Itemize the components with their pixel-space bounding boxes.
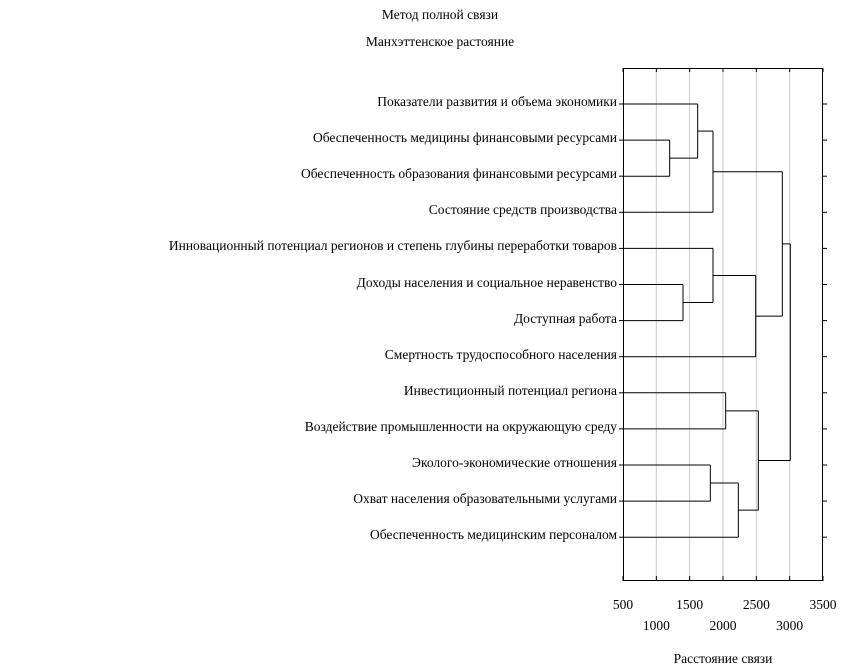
leaf-label: Смертность трудоспособного населения: [384, 346, 617, 362]
leaf-label: Инвестиционный потенциал региона: [403, 382, 617, 398]
leaf-label: Охват населения образовательными услугам…: [353, 491, 617, 507]
leaf-label: Обеспеченность медицинским персоналом: [369, 527, 617, 543]
x-tick-label: 3000: [776, 618, 804, 633]
x-tick-label: 500: [612, 597, 634, 612]
x-tick-label: 1500: [676, 597, 704, 612]
x-axis-label: Расстояние связи: [673, 651, 773, 666]
leaf-label: Инновационный потенциал регионов и степе…: [168, 238, 617, 254]
chart-title: Метод полной связи: [381, 7, 499, 22]
x-tick-label: 2000: [709, 618, 737, 633]
leaf-label: Обеспеченность медицины финансовыми ресу…: [312, 130, 617, 146]
leaf-label: Воздействие промышленности на окружающую…: [304, 418, 617, 434]
leaf-label: Показатели развития и объема экономики: [377, 94, 617, 109]
leaf-label: Обеспеченность образования финансовыми р…: [300, 166, 617, 182]
leaf-label: Эколого-экономические отношения: [412, 455, 617, 470]
x-tick-label: 1000: [642, 618, 670, 633]
chart-subtitle: Манхэттенское растояние: [365, 34, 515, 49]
leaf-label: Доступная работа: [513, 310, 617, 326]
leaf-label: Доходы населения и социальное неравенств…: [356, 274, 617, 290]
x-tick-label: 3500: [809, 597, 837, 612]
leaf-label: Состояние средств производства: [428, 202, 617, 218]
x-tick-label: 2500: [742, 597, 770, 612]
